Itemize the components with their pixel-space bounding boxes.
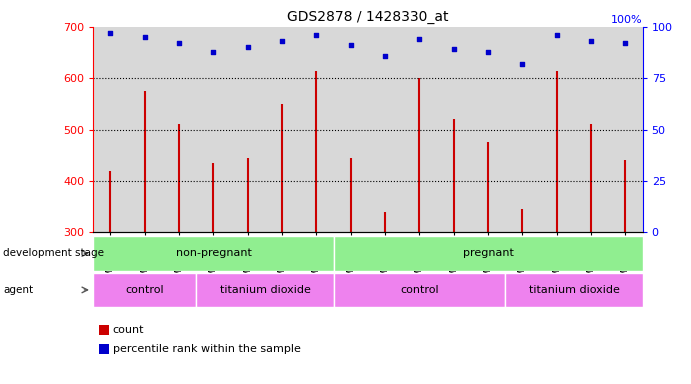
- Text: 100%: 100%: [611, 15, 643, 25]
- Bar: [93, 273, 196, 307]
- Text: percentile rank within the sample: percentile rank within the sample: [113, 344, 301, 354]
- Point: [448, 46, 460, 53]
- Text: development stage: development stage: [3, 248, 104, 258]
- Bar: [196, 273, 334, 307]
- Point: [346, 42, 357, 48]
- Bar: [93, 236, 334, 271]
- Point: [311, 32, 322, 38]
- Bar: [334, 236, 643, 271]
- Point: [379, 53, 390, 59]
- Point: [414, 36, 425, 42]
- Point: [551, 32, 562, 38]
- Point: [243, 44, 254, 50]
- Text: non-pregnant: non-pregnant: [176, 248, 252, 258]
- Point: [105, 30, 116, 36]
- Text: count: count: [113, 325, 144, 335]
- Point: [482, 48, 493, 55]
- Text: pregnant: pregnant: [463, 248, 513, 258]
- Text: titanium dioxide: titanium dioxide: [529, 285, 619, 295]
- Text: titanium dioxide: titanium dioxide: [220, 285, 310, 295]
- Point: [208, 48, 219, 55]
- Point: [276, 38, 287, 44]
- Text: agent: agent: [3, 285, 34, 295]
- Bar: [505, 273, 643, 307]
- Point: [585, 38, 596, 44]
- Point: [140, 34, 151, 40]
- Bar: [334, 273, 505, 307]
- Title: GDS2878 / 1428330_at: GDS2878 / 1428330_at: [287, 10, 448, 25]
- Point: [517, 61, 528, 67]
- Text: control: control: [126, 285, 164, 295]
- Point: [620, 40, 631, 46]
- Point: [173, 40, 184, 46]
- Text: control: control: [400, 285, 439, 295]
